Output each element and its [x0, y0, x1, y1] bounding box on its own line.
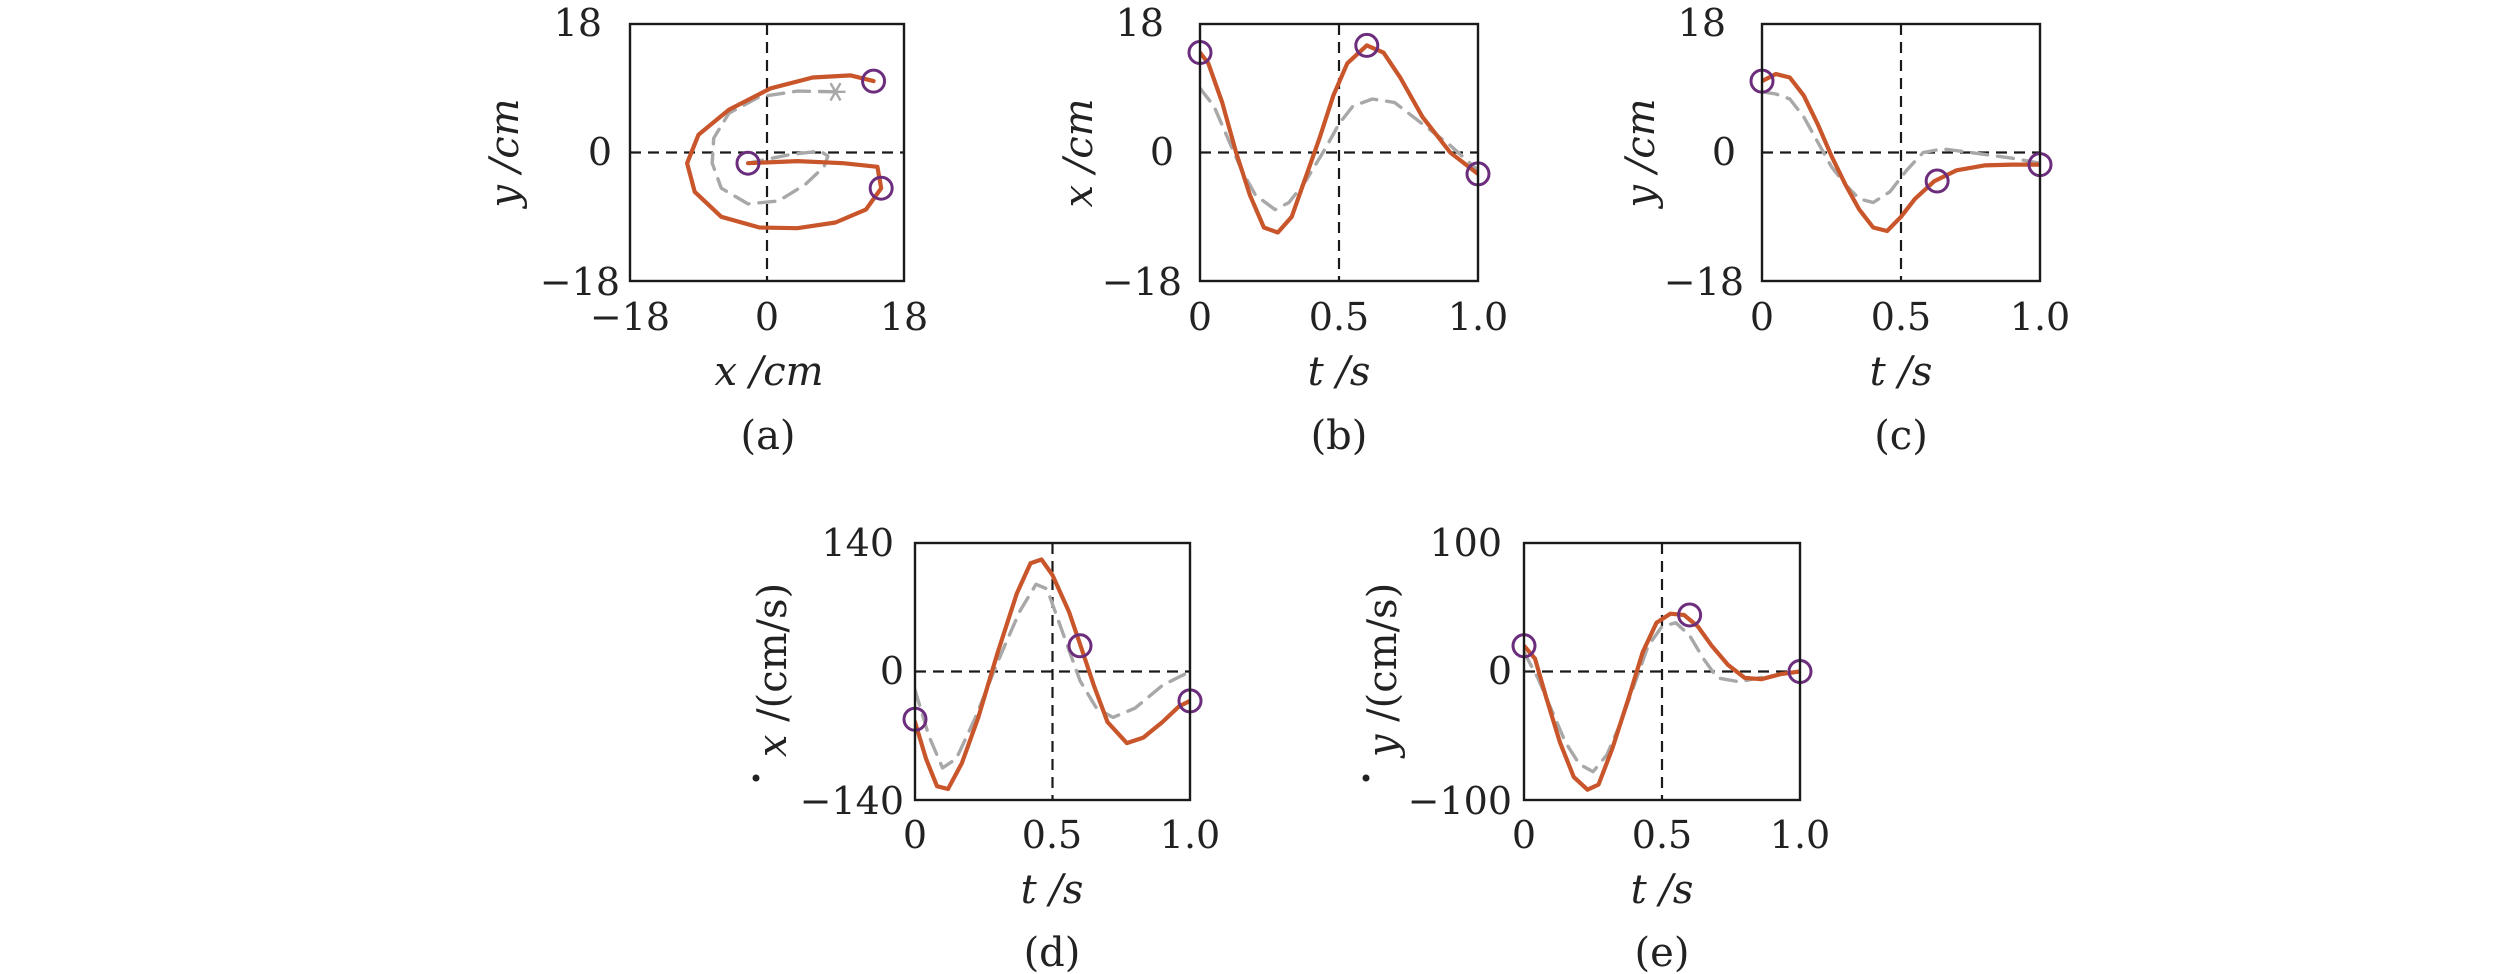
panel-c-xlabel: t /s — [1870, 349, 1933, 395]
panel-a-curves — [684, 73, 884, 231]
panel-c-xtick-right: 1.0 — [2010, 295, 2070, 339]
panel-c-reference-curve — [1762, 90, 2040, 205]
panel-d-plot — [902, 541, 1203, 802]
panel-d-ylabel: x /(cm/s) — [750, 583, 796, 782]
panel-c-ylabel: y /cm — [1618, 98, 1664, 209]
panel-b-xtick-mid: 0.5 — [1309, 295, 1369, 339]
panel-d-axes-frame — [913, 541, 1192, 802]
panel-d-via-point-marker-1 — [1067, 633, 1093, 659]
panel-d-xlabel: t /s — [1021, 867, 1084, 913]
panel-a-xtick-mid: 0 — [755, 295, 779, 339]
panel-a-ytick-top: 18 — [554, 1, 602, 45]
panel-d-xtick-right: 1.0 — [1160, 813, 1220, 857]
panel-e-curves — [1524, 611, 1800, 792]
panel-a-xtick-left: −18 — [590, 295, 670, 339]
panel-a-ytick-mid: 0 — [588, 130, 612, 174]
panel-e-xtick-mid: 0.5 — [1632, 813, 1692, 857]
panel-e-ytick-top: 100 — [1429, 521, 1502, 565]
panel-d-xtick-left: 0 — [903, 813, 927, 857]
panel-e-ylabel-symbol: y — [1360, 733, 1406, 759]
panel-c-axes-frame — [1760, 22, 2042, 283]
panel-c-ytick-top: 18 — [1678, 1, 1726, 45]
panel-e-ylabel: y /(cm/s) — [1360, 583, 1406, 782]
panel-b-ylabel: x /cm — [1056, 98, 1102, 207]
panel-e-xtick-right: 1.0 — [1770, 813, 1830, 857]
panel-d-curves — [915, 557, 1190, 792]
panel-c-xtick-left: 0 — [1750, 295, 1774, 339]
panel-a-xlabel: x /cm — [714, 349, 823, 395]
panel-b-main-curve — [1200, 43, 1478, 235]
panel-a-caption: (a) — [740, 413, 795, 459]
panel-c-ytick-bottom: −18 — [1664, 260, 1744, 304]
panel-e-ylabel-unit: /(cm/s) — [1360, 583, 1406, 735]
panel-b-x-vs-time: 18 0 −18 0 0.5 1.0 t /s x /cm (b) — [1056, 1, 1508, 459]
panel-a-main-curve — [684, 73, 884, 231]
panel-c-main-curve — [1762, 71, 2040, 234]
panel-d-main-curve — [915, 557, 1190, 792]
panel-e-plot — [1511, 541, 1813, 802]
panel-a-via-point-marker-0 — [861, 68, 887, 94]
panel-b-caption: (b) — [1311, 413, 1368, 459]
panel-e-xtick-left: 0 — [1512, 813, 1536, 857]
panel-d-xdot-vs-time: 140 0 −140 0 0.5 1.0 t /s x /(cm/s) (d) — [750, 521, 1220, 974]
panel-e-ytick-bottom: −100 — [1408, 779, 1512, 823]
panel-d-ytick-bottom: −140 — [800, 779, 904, 823]
panel-c-plot — [1749, 22, 2053, 283]
panel-a-plot — [628, 22, 906, 283]
panel-e-reference-curve — [1524, 621, 1800, 774]
panel-a-trajectory-xy: 18 0 −18 −18 0 18 x /cm y /cm (a) — [482, 1, 928, 459]
panel-a-xtick-right: 18 — [880, 295, 928, 339]
panel-d-xtick-mid: 0.5 — [1022, 813, 1082, 857]
panel-e-axes-frame — [1522, 541, 1802, 802]
panel-e-main-curve — [1524, 611, 1800, 792]
panel-b-xlabel: t /s — [1308, 349, 1371, 395]
panel-c-caption: (c) — [1874, 413, 1928, 459]
panel-b-via-point-marker-1 — [1354, 32, 1380, 58]
panel-e-ydot-vs-time: 100 0 −100 0 0.5 1.0 t /s y /(cm/s) (e) — [1360, 521, 1830, 974]
panel-a-via-point-marker-1 — [868, 175, 894, 201]
panel-c-curves — [1762, 71, 2040, 234]
panel-a-start-star-marker — [825, 82, 846, 102]
panel-c-via-point-marker-1 — [1924, 168, 1950, 194]
panel-b-xtick-right: 1.0 — [1448, 295, 1508, 339]
panel-b-xtick-left: 0 — [1188, 295, 1212, 339]
panel-e-ytick-mid: 0 — [1488, 649, 1512, 693]
panel-c-ytick-mid: 0 — [1712, 130, 1736, 174]
panel-a-ylabel: y /cm — [482, 98, 528, 209]
panel-d-reference-curve — [915, 582, 1190, 770]
panel-e-via-point-marker-1 — [1677, 602, 1703, 628]
panel-b-ytick-mid: 0 — [1150, 130, 1174, 174]
panel-a-axes-frame — [628, 22, 906, 283]
panel-b-reference-curve — [1200, 86, 1478, 212]
panel-e-ylabel-dot-accent — [1362, 774, 1370, 782]
panel-d-ylabel-dot-accent — [752, 774, 760, 782]
panel-d-ytick-top: 140 — [821, 521, 894, 565]
panel-c-xtick-mid: 0.5 — [1871, 295, 1931, 339]
panel-a-via-point-marker-2 — [735, 150, 761, 176]
panel-e-xlabel: t /s — [1631, 867, 1694, 913]
panel-b-ytick-bottom: −18 — [1102, 260, 1182, 304]
panel-b-plot — [1187, 22, 1491, 283]
panel-e-caption: (e) — [1635, 930, 1690, 974]
panel-d-caption: (d) — [1024, 930, 1081, 974]
panel-b-ytick-top: 18 — [1116, 1, 1164, 45]
panel-a-reference-curve — [710, 89, 838, 206]
panel-d-ylabel-unit: /(cm/s) — [750, 583, 796, 735]
svg-text:x /(cm/s): x /(cm/s) — [750, 583, 796, 757]
panel-d-ytick-mid: 0 — [880, 649, 904, 693]
panel-a-ytick-bottom: −18 — [540, 260, 620, 304]
panel-c-y-vs-time: 18 0 −18 0 0.5 1.0 t /s y /cm (c) — [1618, 1, 2070, 459]
panel-b-curves — [1200, 43, 1478, 235]
panel-a-star-stroke-2 — [829, 82, 842, 102]
panel-b-axes-frame — [1198, 22, 1480, 283]
svg-text:y /(cm/s): y /(cm/s) — [1360, 583, 1406, 759]
panel-d-ylabel-symbol: x — [750, 735, 796, 758]
